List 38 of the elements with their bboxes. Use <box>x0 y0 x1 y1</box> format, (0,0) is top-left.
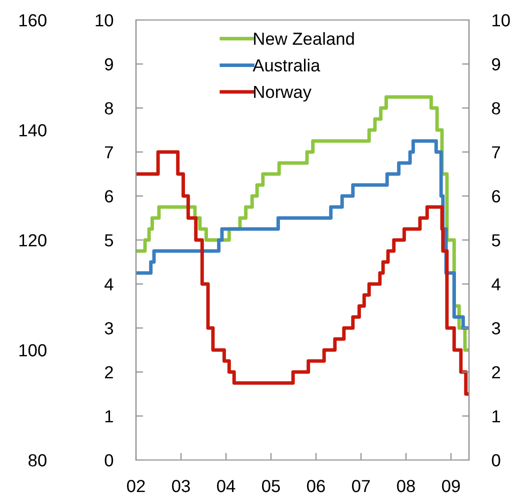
x-tick-label: 02 <box>127 480 145 492</box>
y3-tick-label: 160 <box>19 14 46 26</box>
legend-label: New Zealand <box>254 32 354 45</box>
y-tick-label: 8 <box>104 102 114 114</box>
x-tick-label: 09 <box>442 480 460 492</box>
x-tick-label: 06 <box>307 480 325 492</box>
y-tick-label: 3 <box>104 322 114 334</box>
y-tick-label: 2 <box>104 366 113 378</box>
y3-tick-label: 120 <box>19 234 46 246</box>
y-tick-label: 5 <box>104 234 114 246</box>
y3-tick-label: 80 <box>28 454 46 466</box>
y3-tick-label: 100 <box>19 344 46 356</box>
legend-label: Norway <box>254 86 312 102</box>
y2-tick-label: 5 <box>492 234 500 246</box>
y2-tick-label: 1 <box>492 410 500 422</box>
y2-tick-label: 0 <box>492 454 500 466</box>
x-tick-label: 07 <box>352 480 370 492</box>
y2-tick-label: 7 <box>492 146 500 158</box>
legend-label: Australia <box>252 58 320 72</box>
x-tick-label: 03 <box>172 480 190 492</box>
x-tick-label: 08 <box>397 480 415 492</box>
y-tick-label: 1 <box>105 410 113 422</box>
y2-tick-label: 4 <box>492 278 500 290</box>
y-tick-label: 4 <box>104 278 114 290</box>
x-tick-label: 05 <box>262 480 280 492</box>
y2-tick-label: 8 <box>492 102 500 114</box>
y2-tick-label: 2 <box>492 366 500 378</box>
y2-tick-label: 9 <box>492 58 500 70</box>
y2-tick-label: 3 <box>492 322 500 334</box>
y-tick-label: 6 <box>105 190 114 202</box>
y-tick-label: 9 <box>104 58 113 70</box>
y-tick-label: 10 <box>96 14 114 26</box>
y2-tick-label: 10 <box>492 14 510 26</box>
x-tick-label: 04 <box>217 480 236 492</box>
y3-tick-label: 140 <box>19 124 46 136</box>
y2-tick-label: 6 <box>492 190 500 202</box>
y-tick-label: 0 <box>104 454 114 466</box>
y-tick-label: 7 <box>105 146 113 158</box>
